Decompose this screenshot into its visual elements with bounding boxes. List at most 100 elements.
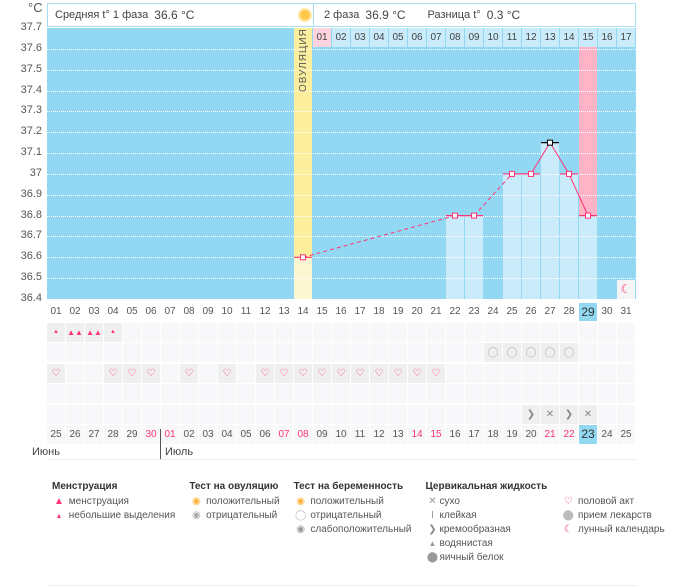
cycle-day-label[interactable]: 16 [335,306,347,317]
cycle-day-label[interactable]: 18 [373,306,385,317]
calendar-date[interactable]: 04 [218,425,236,444]
cycle-day-label[interactable]: 01 [50,306,62,317]
log-cell[interactable]: ♡ [256,364,274,383]
log-cell[interactable] [237,405,255,424]
log-cell[interactable] [351,384,369,403]
log-cell[interactable] [465,384,483,403]
log-cell[interactable] [275,323,293,342]
calendar-date[interactable]: 03 [199,425,217,444]
log-cell[interactable] [218,343,236,362]
log-cell[interactable] [427,343,445,362]
calendar-date[interactable]: 11 [351,425,369,444]
log-cell[interactable] [617,405,635,424]
log-cell[interactable] [446,405,464,424]
log-cell[interactable] [66,384,84,403]
calendar-date[interactable]: 08 [294,425,312,444]
log-cell[interactable]: ◯ [484,343,502,362]
log-cell[interactable] [199,343,217,362]
log-cell[interactable] [47,343,65,362]
log-cell[interactable] [161,343,179,362]
cycle-day-label[interactable]: 14 [297,306,309,317]
log-cell[interactable] [389,343,407,362]
calendar-date[interactable]: 12 [370,425,388,444]
log-cell[interactable] [351,323,369,342]
calendar-date[interactable]: 20 [522,425,540,444]
cycle-day-label[interactable]: 30 [601,306,613,317]
log-cell[interactable] [256,343,274,362]
log-cell[interactable] [256,323,274,342]
log-cell[interactable] [522,384,540,403]
log-cell[interactable] [446,323,464,342]
log-cell[interactable] [161,364,179,383]
log-cell[interactable] [332,405,350,424]
log-cell[interactable] [541,323,559,342]
log-cell[interactable]: ♡ [370,364,388,383]
log-cell[interactable] [161,405,179,424]
calendar-date[interactable]: 25 [617,425,635,444]
cycle-day-label[interactable]: 15 [316,306,328,317]
log-cell[interactable] [237,384,255,403]
log-cell[interactable]: ▲ [104,323,122,342]
calendar-date[interactable]: 17 [465,425,483,444]
log-cell[interactable] [598,323,616,342]
calendar-date[interactable]: 27 [85,425,103,444]
log-cell[interactable] [180,343,198,362]
log-cell[interactable] [142,405,160,424]
log-cell[interactable] [142,323,160,342]
log-cell[interactable] [142,384,160,403]
log-cell[interactable] [560,384,578,403]
cycle-day-label[interactable]: 10 [221,306,233,317]
log-cell[interactable]: ♡ [332,364,350,383]
log-cell[interactable] [389,323,407,342]
log-cell[interactable]: ◯ [503,343,521,362]
calendar-date[interactable]: 07 [275,425,293,444]
log-cell[interactable] [180,323,198,342]
log-cell[interactable] [446,343,464,362]
calendar-date[interactable]: 15 [427,425,445,444]
log-cell[interactable] [332,343,350,362]
log-cell[interactable] [427,323,445,342]
log-cell[interactable] [408,384,426,403]
log-cell[interactable] [180,405,198,424]
calendar-date[interactable]: 30 [142,425,160,444]
log-cell[interactable] [408,343,426,362]
log-cell[interactable] [503,364,521,383]
log-cell[interactable] [294,405,312,424]
log-cell[interactable] [465,364,483,383]
log-cell[interactable] [313,384,331,403]
log-cell[interactable] [66,364,84,383]
log-cell[interactable] [522,323,540,342]
log-cell[interactable] [256,405,274,424]
cycle-day-label[interactable]: 21 [430,306,442,317]
calendar-date[interactable]: 02 [180,425,198,444]
log-cell[interactable]: ♡ [313,364,331,383]
log-cell[interactable] [142,343,160,362]
log-cell[interactable] [541,364,559,383]
cycle-day-label[interactable]: 07 [164,306,176,317]
log-cell[interactable] [389,384,407,403]
cycle-day-label[interactable]: 19 [392,306,404,317]
log-cell[interactable]: ♡ [408,364,426,383]
cycle-day-label[interactable]: 29 [579,303,597,321]
log-cell[interactable] [218,384,236,403]
cycle-day-label[interactable]: 31 [620,306,632,317]
cycle-day-label[interactable]: 27 [544,306,556,317]
log-cell[interactable]: ◯ [541,343,559,362]
log-cell[interactable] [484,405,502,424]
log-cell[interactable]: ♡ [294,364,312,383]
log-cell[interactable] [180,384,198,403]
log-cell[interactable]: ▲ [47,323,65,342]
log-cell[interactable]: ♡ [142,364,160,383]
cycle-day-label[interactable]: 02 [69,306,81,317]
log-cell[interactable] [503,323,521,342]
log-cell[interactable] [408,405,426,424]
log-cell[interactable] [617,364,635,383]
log-cell[interactable] [560,323,578,342]
log-cell[interactable] [123,323,141,342]
log-cell[interactable] [275,343,293,362]
log-cell[interactable] [313,323,331,342]
log-cell[interactable] [313,405,331,424]
log-cell[interactable] [579,364,597,383]
log-cell[interactable] [446,384,464,403]
cycle-day-label[interactable]: 13 [278,306,290,317]
